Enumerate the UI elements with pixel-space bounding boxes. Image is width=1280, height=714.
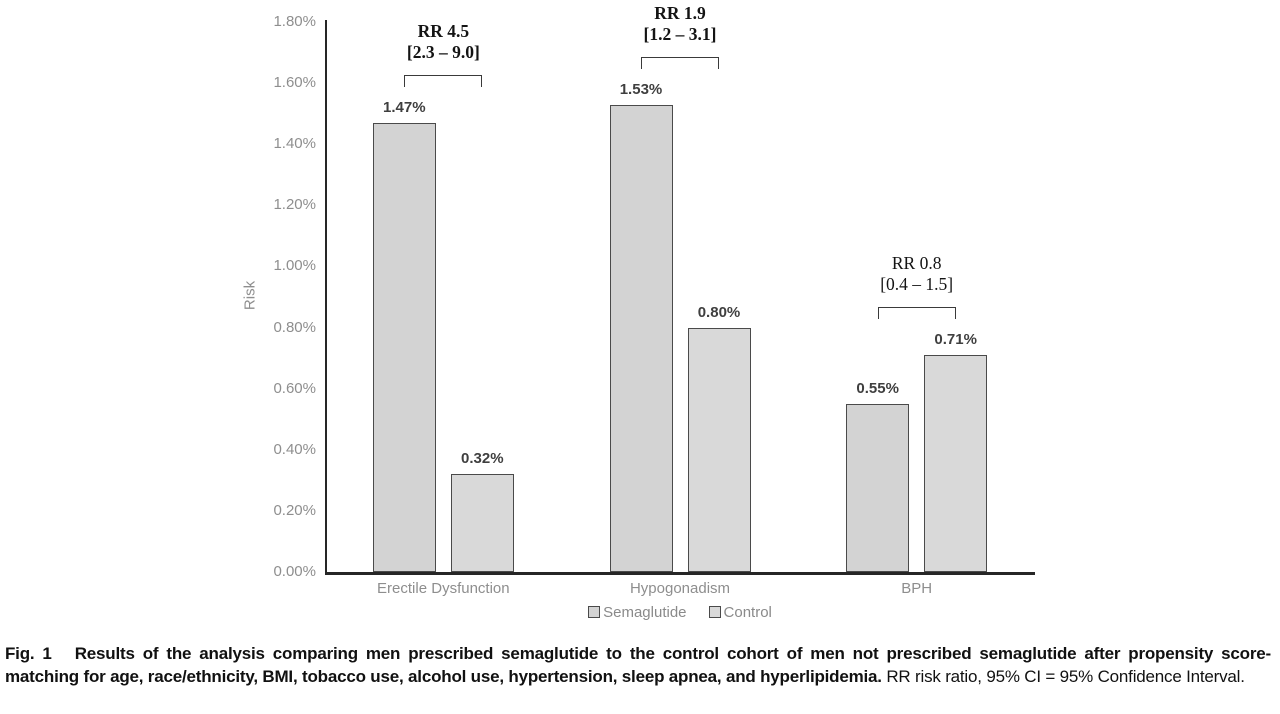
- figure-caption-bold-text: Results of the analysis comparing men pr…: [5, 644, 1271, 686]
- x-axis-line: [325, 572, 1035, 575]
- legend-swatch-icon: [708, 606, 721, 618]
- bar-semaglutide: [846, 403, 910, 572]
- rr-bracket: [641, 56, 719, 69]
- y-tick-label: 1.00%: [273, 257, 316, 275]
- rr-label-line1: RR 0.8: [891, 253, 942, 274]
- y-tick-label: 0.20%: [273, 501, 316, 519]
- bar-control: [687, 327, 751, 572]
- figure-caption-label: Fig. 1: [5, 644, 52, 663]
- y-axis-line: [325, 20, 327, 572]
- y-tick-label: 1.60%: [273, 74, 316, 92]
- bar-value-label: 0.71%: [934, 331, 977, 349]
- y-tick-label: 0.40%: [273, 440, 316, 458]
- legend-label: Control: [723, 603, 772, 621]
- bar-control: [924, 355, 988, 572]
- legend-item-semaglutide: Semaglutide: [588, 603, 687, 621]
- y-axis-title: Risk: [241, 280, 259, 311]
- bar-value-label: 0.32%: [461, 450, 504, 468]
- rr-label-line2: [1.2 – 3.1]: [643, 23, 717, 44]
- x-category-label: BPH: [901, 580, 933, 597]
- rr-label-line1: RR 4.5: [417, 20, 470, 41]
- legend-swatch-icon: [588, 606, 601, 618]
- y-tick-label: 1.20%: [273, 196, 316, 214]
- y-tick-label: 0.80%: [273, 318, 316, 336]
- bar-semaglutide: [609, 104, 673, 572]
- bar-semaglutide: [372, 122, 436, 572]
- y-tick-label: 1.40%: [273, 135, 316, 153]
- bar-value-label: 1.53%: [619, 80, 663, 98]
- figure-caption-regular-text: RR risk ratio, 95% CI = 95% Confidence I…: [886, 667, 1245, 686]
- bar-value-label: 1.47%: [383, 98, 426, 116]
- bar-value-label: 0.80%: [697, 303, 741, 321]
- rr-label-line2: [0.4 – 1.5]: [880, 274, 954, 295]
- rr-label-line1: RR 1.9: [654, 2, 706, 23]
- rr-bracket: [404, 74, 483, 87]
- bar-control: [450, 474, 514, 572]
- legend-item-control: Control: [708, 603, 772, 621]
- rr-label-line2: [2.3 – 9.0]: [406, 41, 480, 62]
- bar-value-label: 0.55%: [856, 379, 899, 397]
- y-tick-label: 0.60%: [273, 379, 316, 397]
- y-tick-label: 0.00%: [273, 563, 316, 580]
- legend-label: Semaglutide: [603, 603, 687, 621]
- figure-caption: Fig. 1 Results of the analysis comparing…: [5, 642, 1271, 688]
- rr-bracket: [877, 307, 956, 320]
- x-category-label: Erectile Dysfunction: [377, 580, 510, 597]
- y-tick-label: 1.80%: [273, 13, 316, 30]
- x-category-label: Hypogonadism: [629, 580, 731, 597]
- chart-legend: Semaglutide Control: [325, 602, 1035, 622]
